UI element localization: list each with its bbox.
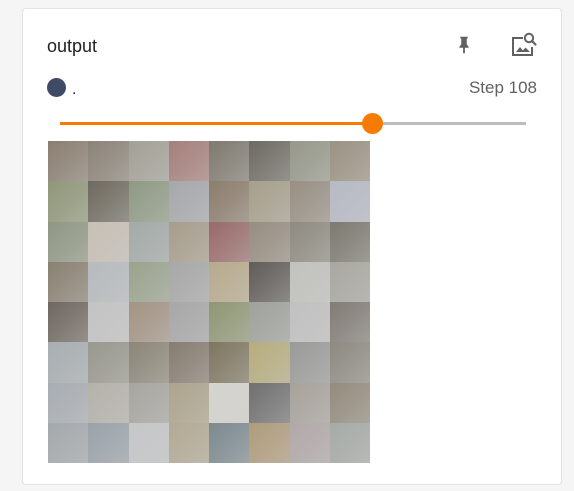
- image-tile: [168, 181, 209, 222]
- image-search-icon: [508, 30, 538, 65]
- image-tile: [249, 342, 290, 383]
- image-tile: [209, 422, 250, 463]
- image-tile: [249, 221, 290, 262]
- image-tile: [329, 382, 370, 423]
- slider-thumb[interactable]: [362, 113, 384, 134]
- image-tile: [249, 261, 290, 302]
- image-tile: [249, 382, 290, 423]
- image-tile: [289, 382, 330, 423]
- image-card: output . Step 108: [22, 8, 562, 485]
- image-tile: [88, 221, 129, 262]
- image-tile: [209, 221, 250, 262]
- pin-icon: [453, 34, 475, 61]
- image-tile: [168, 342, 209, 383]
- image-tile: [88, 261, 129, 302]
- image-tile: [88, 382, 129, 423]
- step-label: Step 108: [468, 78, 537, 97]
- image-tile: [88, 181, 129, 222]
- pin-button[interactable]: [448, 31, 480, 63]
- run-name: .: [72, 81, 77, 98]
- image-tile: [88, 422, 129, 463]
- step-slider[interactable]: [60, 113, 526, 135]
- image-tile: [128, 302, 169, 343]
- image-tile: [329, 221, 370, 262]
- image-tile: [48, 422, 89, 463]
- image-tile: [289, 141, 330, 182]
- image-tile: [249, 302, 290, 343]
- image-tile: [209, 141, 250, 182]
- image-tile: [128, 382, 169, 423]
- image-tile: [88, 302, 129, 343]
- image-tile: [48, 141, 89, 182]
- run-legend: .: [47, 75, 76, 99]
- image-tile: [329, 261, 370, 302]
- image-tile: [128, 181, 169, 222]
- image-tile: [88, 141, 129, 182]
- slider-fill: [60, 122, 373, 125]
- image-tile: [168, 422, 209, 463]
- card-title: output: [47, 36, 98, 56]
- image-tile: [128, 422, 169, 463]
- image-tile: [48, 181, 89, 222]
- image-tile: [48, 221, 89, 262]
- image-tile: [329, 302, 370, 343]
- image-tile: [289, 261, 330, 302]
- image-tile: [168, 382, 209, 423]
- image-tile: [289, 302, 330, 343]
- image-tile: [48, 382, 89, 423]
- image-tile: [249, 181, 290, 222]
- image-search-button[interactable]: [507, 31, 539, 63]
- output-image[interactable]: [48, 141, 370, 463]
- image-tile: [329, 342, 370, 383]
- image-tile: [128, 221, 169, 262]
- image-tile: [209, 181, 250, 222]
- image-tile: [329, 422, 370, 463]
- image-tile: [48, 342, 89, 383]
- image-tile: [168, 302, 209, 343]
- image-tile: [209, 302, 250, 343]
- image-tile: [289, 181, 330, 222]
- image-tile: [289, 221, 330, 262]
- image-tile: [88, 342, 129, 383]
- image-tile: [249, 141, 290, 182]
- image-tile: [249, 422, 290, 463]
- image-tile: [329, 181, 370, 222]
- image-tile: [168, 221, 209, 262]
- image-tile: [209, 261, 250, 302]
- image-tile: [289, 342, 330, 383]
- image-tile: [168, 261, 209, 302]
- image-tile: [209, 342, 250, 383]
- image-tile: [128, 141, 169, 182]
- run-color-dot: [47, 77, 66, 97]
- image-tile: [289, 422, 330, 463]
- image-tile: [329, 141, 370, 182]
- image-tile: [209, 382, 250, 423]
- image-tile: [48, 261, 89, 302]
- image-tile: [128, 342, 169, 383]
- image-tile: [168, 141, 209, 182]
- image-tile: [128, 261, 169, 302]
- image-tile: [48, 302, 89, 343]
